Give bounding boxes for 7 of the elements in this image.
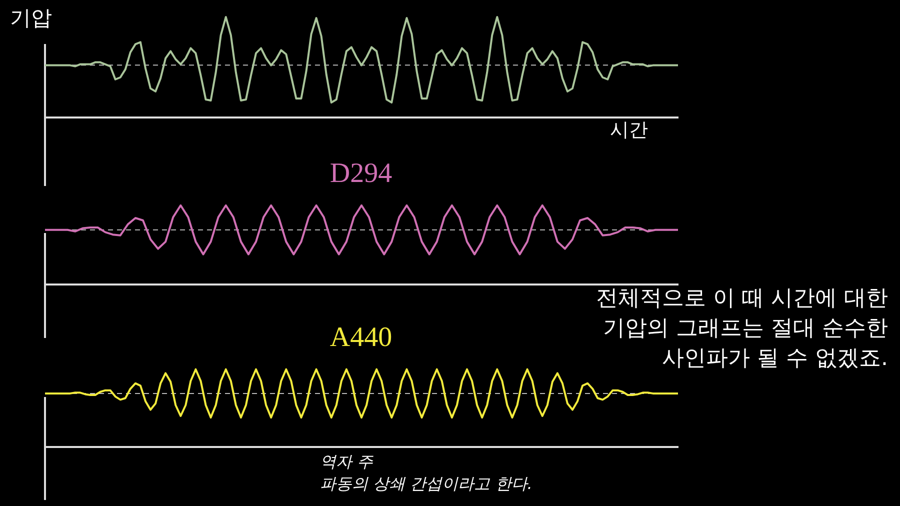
y-axis-title: 기압 [10,5,52,32]
chart-title: A440 [330,322,392,354]
chart-title: D294 [330,158,392,190]
text: 역자 주 [320,452,374,473]
annotation: 전체적으로 이 때 시간에 대한 기압의 그래프는 절대 순수한 사인파가 될 수 없겠죠. [595,285,888,373]
text: 파동의 상쇄 간섭이라고 한다. [320,474,532,495]
x-axis-title: 시간 [610,118,648,143]
